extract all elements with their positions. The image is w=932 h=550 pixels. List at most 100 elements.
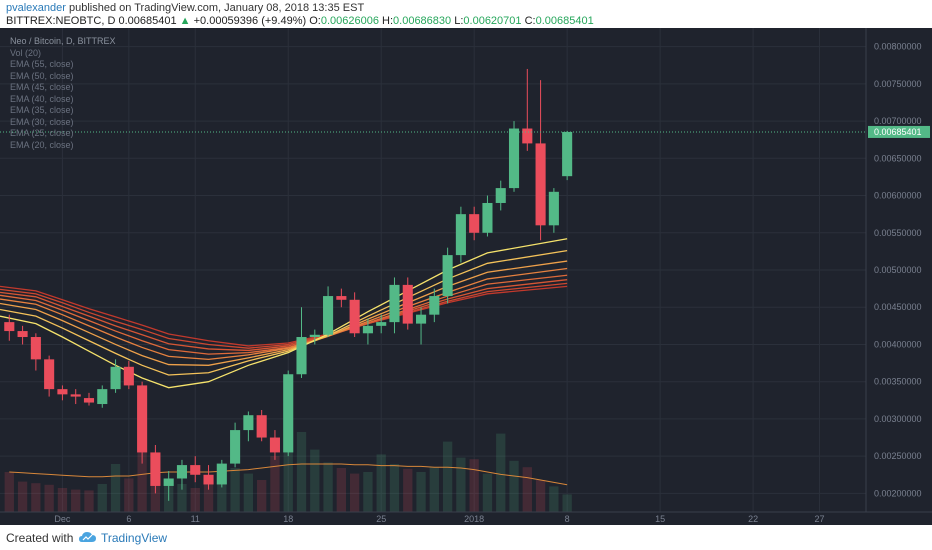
volume-bar [31, 483, 41, 512]
legend-ema-35[interactable]: EMA (35, close) [10, 105, 74, 115]
volume-bar [57, 488, 68, 512]
symbol-quote-line: BITTREX:NEOBTC, D 0.00685401 ▲ +0.000593… [6, 15, 594, 27]
high-label: H: [382, 15, 394, 27]
chart-grid [0, 28, 866, 512]
candle-body [163, 478, 174, 486]
price-tick-label: 0.00200000 [874, 488, 922, 498]
candle-body [97, 389, 108, 405]
volume-bar [442, 441, 453, 512]
legend-ema-45[interactable]: EMA (45, close) [10, 82, 74, 92]
volume-bar [190, 488, 200, 512]
candle-body [349, 299, 360, 334]
price-tick-label: 0.00600000 [874, 191, 922, 201]
legend-ema-55[interactable]: EMA (55, close) [10, 59, 74, 69]
candle-body [548, 191, 559, 226]
candle-body [283, 374, 294, 453]
legend-ema-40[interactable]: EMA (40, close) [10, 94, 74, 104]
candle-body [83, 398, 95, 403]
volume-bar [110, 464, 121, 512]
volume-bar [257, 480, 267, 512]
candle-body [269, 437, 280, 453]
volume-bar [323, 462, 333, 512]
candle-body [256, 415, 267, 438]
candle-body [216, 463, 227, 485]
time-tick-label: 2018 [464, 514, 484, 524]
volume-ma-line [9, 463, 568, 486]
candle-body [429, 296, 440, 315]
ema-line [0, 267, 568, 361]
volume-bar [97, 484, 107, 512]
candle-body [323, 296, 334, 335]
time-tick-label: 18 [283, 514, 293, 524]
volume-bar [522, 467, 532, 512]
volume-bar [243, 473, 254, 512]
time-tick-label: 27 [815, 514, 825, 524]
volume-bar [310, 449, 320, 512]
volume-bar [389, 464, 400, 512]
volume-bar [44, 484, 54, 512]
volume-bar [403, 468, 413, 512]
price-axis[interactable] [866, 28, 932, 525]
candles-layer [4, 68, 573, 501]
candle-body [376, 322, 387, 326]
candle-body [535, 143, 546, 226]
candle-body [495, 188, 506, 203]
volume-bar [349, 473, 360, 512]
price-tick-label: 0.00350000 [874, 377, 922, 387]
close-value: 0.00685401 [535, 15, 594, 27]
candle-body [415, 314, 427, 324]
low-value: 0.00620701 [463, 15, 522, 27]
price-chart[interactable]: 0.00200000 0.00250000 0.00300000 0.00350000… [0, 28, 932, 525]
tradingview-brand-link[interactable]: TradingView [101, 531, 168, 545]
legend-ema-50[interactable]: EMA (50, close) [10, 71, 74, 81]
candle-body [190, 465, 201, 475]
candle-body [309, 334, 320, 338]
legend-ema-30[interactable]: EMA (30, close) [10, 117, 74, 127]
tradingview-cloud-icon[interactable] [78, 528, 100, 546]
price-tick-label: 0.00550000 [874, 228, 922, 238]
ema-line [0, 260, 568, 366]
candle-body [230, 430, 241, 464]
candle-body [508, 128, 520, 189]
volume-bar [71, 489, 81, 512]
open-value: 0.00626006 [320, 15, 379, 27]
chart-background [0, 28, 932, 525]
time-tick-label: 22 [748, 514, 758, 524]
candle-body [296, 337, 307, 375]
author-link[interactable]: pvalexander [6, 2, 66, 14]
volume-bar [283, 440, 293, 512]
legend-ema-20[interactable]: EMA (20, close) [10, 140, 74, 150]
price-tick-label: 0.00500000 [874, 265, 922, 275]
time-axis-labels: Dec 6 11 18 25 2018 8 15 22 27 [54, 514, 824, 524]
volume-bar [84, 490, 94, 512]
candle-body [203, 474, 214, 485]
last-price-tag-label: 0.00685401 [874, 127, 922, 137]
candle-body [44, 359, 55, 390]
volume-bar [496, 433, 506, 512]
volume-bar [549, 486, 559, 512]
price-tick-label: 0.00700000 [874, 116, 922, 126]
volume-bar [17, 481, 28, 512]
candle-body [362, 325, 373, 334]
candle-body [17, 331, 28, 338]
candle-body [137, 385, 148, 453]
time-axis[interactable] [0, 512, 932, 525]
time-tick-label: 8 [565, 514, 570, 524]
volume-bar [124, 478, 134, 512]
legend-ema-25[interactable]: EMA (25, close) [10, 128, 74, 138]
volume-bar [535, 480, 546, 512]
volume-bar [4, 472, 14, 512]
time-tick-label: Dec [54, 514, 71, 524]
volume-bar [482, 473, 493, 512]
volume-bar [203, 481, 214, 512]
candle-body [389, 284, 400, 323]
ema-line [0, 238, 568, 389]
legend-title: Neo / Bitcoin, D, BITTREX [10, 36, 116, 46]
created-with-text: Created with [6, 531, 74, 545]
volume-bar [429, 467, 439, 512]
footer: Created with TradingView [0, 526, 932, 550]
volume-bar [217, 483, 227, 512]
change-value: +0.00059396 (+9.49%) [193, 15, 307, 27]
price-tick-label: 0.00800000 [874, 42, 922, 52]
legend-vol[interactable]: Vol (20) [10, 48, 42, 58]
